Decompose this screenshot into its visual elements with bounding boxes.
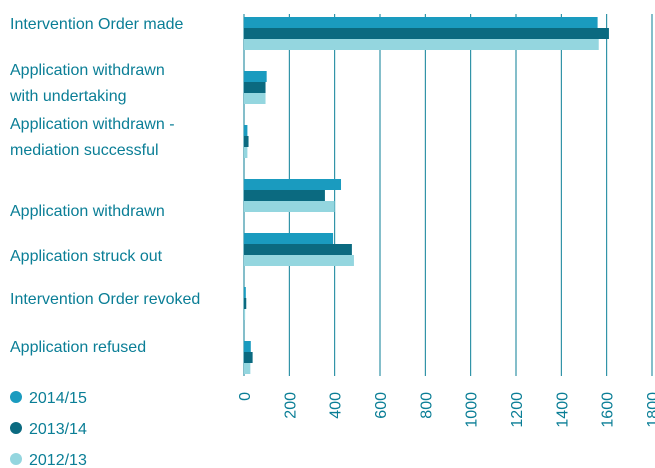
y-tick-label: Intervention Order revoked [10, 291, 201, 308]
x-tick-label: 1600 [600, 392, 617, 428]
bar [244, 28, 609, 39]
bar [244, 147, 248, 158]
bar [244, 93, 266, 104]
x-tick-label: 1400 [554, 392, 571, 428]
x-tick-label: 1200 [509, 392, 526, 428]
x-tick-label: 1000 [464, 392, 481, 428]
y-tick-label: Application struck out [10, 248, 163, 265]
legend-marker [10, 453, 22, 465]
bar [244, 201, 335, 212]
bar [244, 298, 247, 309]
legend-label: 2012/13 [29, 452, 87, 468]
bar [244, 341, 251, 352]
bar [244, 17, 598, 28]
bar [244, 255, 354, 266]
bar [244, 244, 352, 255]
bar [244, 71, 267, 82]
x-tick-label: 800 [418, 392, 435, 419]
legend-label: 2013/14 [29, 421, 87, 438]
bar [244, 287, 246, 298]
bar [244, 125, 248, 136]
x-tick-label: 400 [328, 392, 345, 419]
y-tick-label: Intervention Order made [10, 16, 184, 33]
x-tick-label: 200 [282, 392, 299, 419]
bar [244, 233, 334, 244]
bar [244, 179, 342, 190]
bar [244, 82, 266, 93]
bar [244, 363, 251, 374]
x-tick-label: 0 [237, 392, 254, 401]
bar [244, 352, 253, 363]
y-tick-label: Application refused [10, 339, 147, 356]
legend-label: 2014/15 [29, 390, 87, 407]
y-tick-label: Application withdrawn [10, 203, 165, 220]
bar [244, 309, 246, 320]
x-tick-label: 600 [373, 392, 390, 419]
y-tick-label: Application withdrawn with undertaking [10, 62, 165, 105]
x-tick-label: 1800 [645, 392, 655, 428]
bar [244, 136, 249, 147]
legend-marker [10, 391, 22, 403]
y-tick-label: Application withdrawn - mediation succes… [10, 116, 175, 159]
legend-marker [10, 422, 22, 434]
bar [244, 190, 325, 201]
bar [244, 39, 599, 50]
